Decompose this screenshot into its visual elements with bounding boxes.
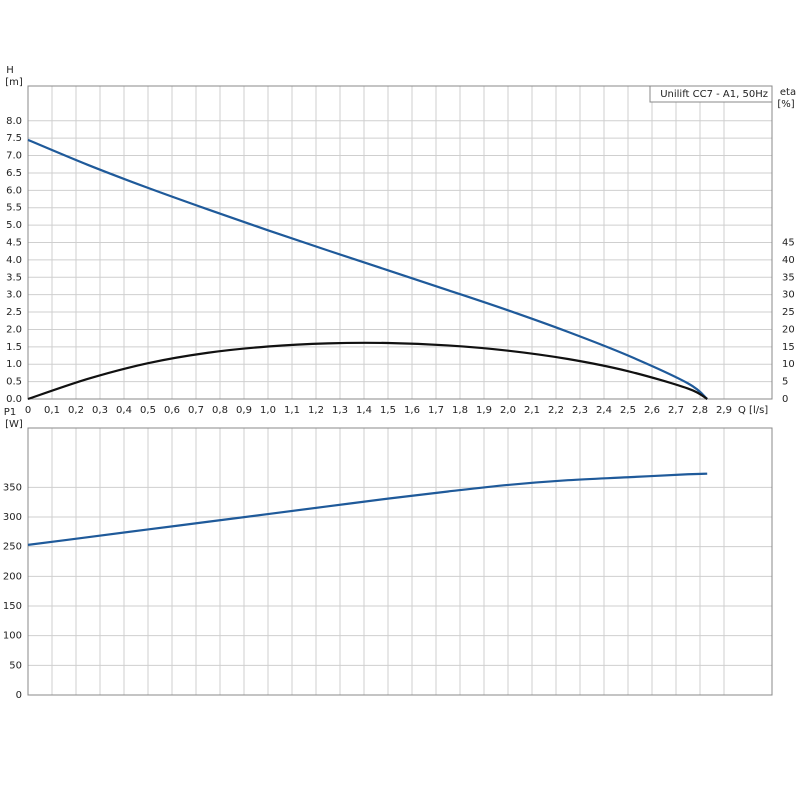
y2-tick-label: 45 [782, 238, 795, 249]
x-tick-label: 0,6 [164, 405, 180, 416]
y-tick-label: 250 [3, 542, 22, 553]
x-tick-label: 0,5 [140, 405, 156, 416]
y-tick-label: 8.0 [6, 116, 22, 127]
x-tick-label: 0,1 [44, 405, 60, 416]
x-tick-label: 2,2 [548, 405, 564, 416]
x-axis-title: Q [l/s] [738, 405, 768, 416]
y-tick-label: 1.5 [6, 342, 22, 353]
x-tick-label: 1,5 [380, 405, 396, 416]
annotation: Unilift CC7 - A1, 50Hz [660, 89, 768, 100]
y-tick-label: 0.0 [6, 394, 22, 405]
x-tick-label: 2,7 [668, 405, 684, 416]
y-tick-label: 2.0 [6, 324, 22, 335]
y-tick-label: 0.5 [6, 377, 22, 388]
y-tick-label: 6.5 [6, 168, 22, 179]
y-axis-title: P1 [4, 407, 16, 418]
y2-tick-label: 25 [782, 307, 795, 318]
x-tick-label: 0,4 [116, 405, 132, 416]
x-tick-label: 0,9 [236, 405, 252, 416]
x-tick-label: 2,6 [644, 405, 660, 416]
y2-tick-label: 40 [782, 255, 795, 266]
y-tick-label: 3.5 [6, 272, 22, 283]
y-axis-unit: [m] [5, 77, 23, 88]
x-tick-label: 0,3 [92, 405, 108, 416]
y-tick-label: 100 [3, 631, 22, 642]
y-tick-label: 7.5 [6, 133, 22, 144]
x-tick-label: 2,5 [620, 405, 636, 416]
y-tick-label: 5.0 [6, 220, 22, 231]
x-tick-label: 1,2 [308, 405, 324, 416]
y2-axis-title: eta [780, 87, 796, 98]
x-tick-label: 2,4 [596, 405, 612, 416]
x-tick-label: 1,4 [356, 405, 372, 416]
y-tick-label: 7.0 [6, 151, 22, 162]
y-tick-label: 4.0 [6, 255, 22, 266]
y2-tick-label: 5 [782, 377, 788, 388]
y-axis-unit: [W] [5, 419, 23, 430]
y-tick-label: 0 [16, 690, 22, 701]
y-tick-label: 200 [3, 571, 22, 582]
x-tick-label: 2,9 [716, 405, 732, 416]
x-tick-label: 1,8 [452, 405, 468, 416]
y-tick-label: 4.5 [6, 238, 22, 249]
x-tick-label: 2,1 [524, 405, 540, 416]
y-tick-label: 5.5 [6, 203, 22, 214]
y-tick-label: 350 [3, 482, 22, 493]
curve [27, 472, 708, 546]
x-tick-label: 2,3 [572, 405, 588, 416]
y2-tick-label: 20 [782, 324, 795, 335]
x-tick-label: 0,2 [68, 405, 84, 416]
x-tick-label: 1,1 [284, 405, 300, 416]
x-tick-label: 0 [25, 405, 31, 416]
curve [27, 341, 708, 401]
y2-tick-label: 10 [782, 359, 795, 370]
annotation-box [649, 85, 773, 103]
y2-axis-unit: [%] [777, 99, 794, 110]
y-tick-label: 2.5 [6, 307, 22, 318]
y2-tick-label: 35 [782, 272, 795, 283]
y-axis-title: H [6, 65, 14, 76]
x-tick-label: 1,0 [260, 405, 276, 416]
plot-border [27, 427, 773, 696]
y-tick-label: 6.0 [6, 185, 22, 196]
y2-tick-label: 15 [782, 342, 795, 353]
y-tick-label: 1.0 [6, 359, 22, 370]
plot-border [27, 85, 773, 400]
x-tick-label: 2,8 [692, 405, 708, 416]
y-tick-label: 150 [3, 601, 22, 612]
x-tick-label: 1,3 [332, 405, 348, 416]
x-tick-label: 2,0 [500, 405, 516, 416]
y-tick-label: 3.0 [6, 290, 22, 301]
x-tick-label: 1,6 [404, 405, 420, 416]
curve [27, 138, 708, 400]
x-tick-label: 1,7 [428, 405, 444, 416]
x-tick-label: 0,7 [188, 405, 204, 416]
y2-tick-label: 30 [782, 290, 795, 301]
x-tick-label: 1,9 [476, 405, 492, 416]
y-tick-label: 300 [3, 512, 22, 523]
y2-tick-label: 0 [782, 394, 788, 405]
y-tick-label: 50 [9, 660, 22, 671]
x-tick-label: 0,8 [212, 405, 228, 416]
